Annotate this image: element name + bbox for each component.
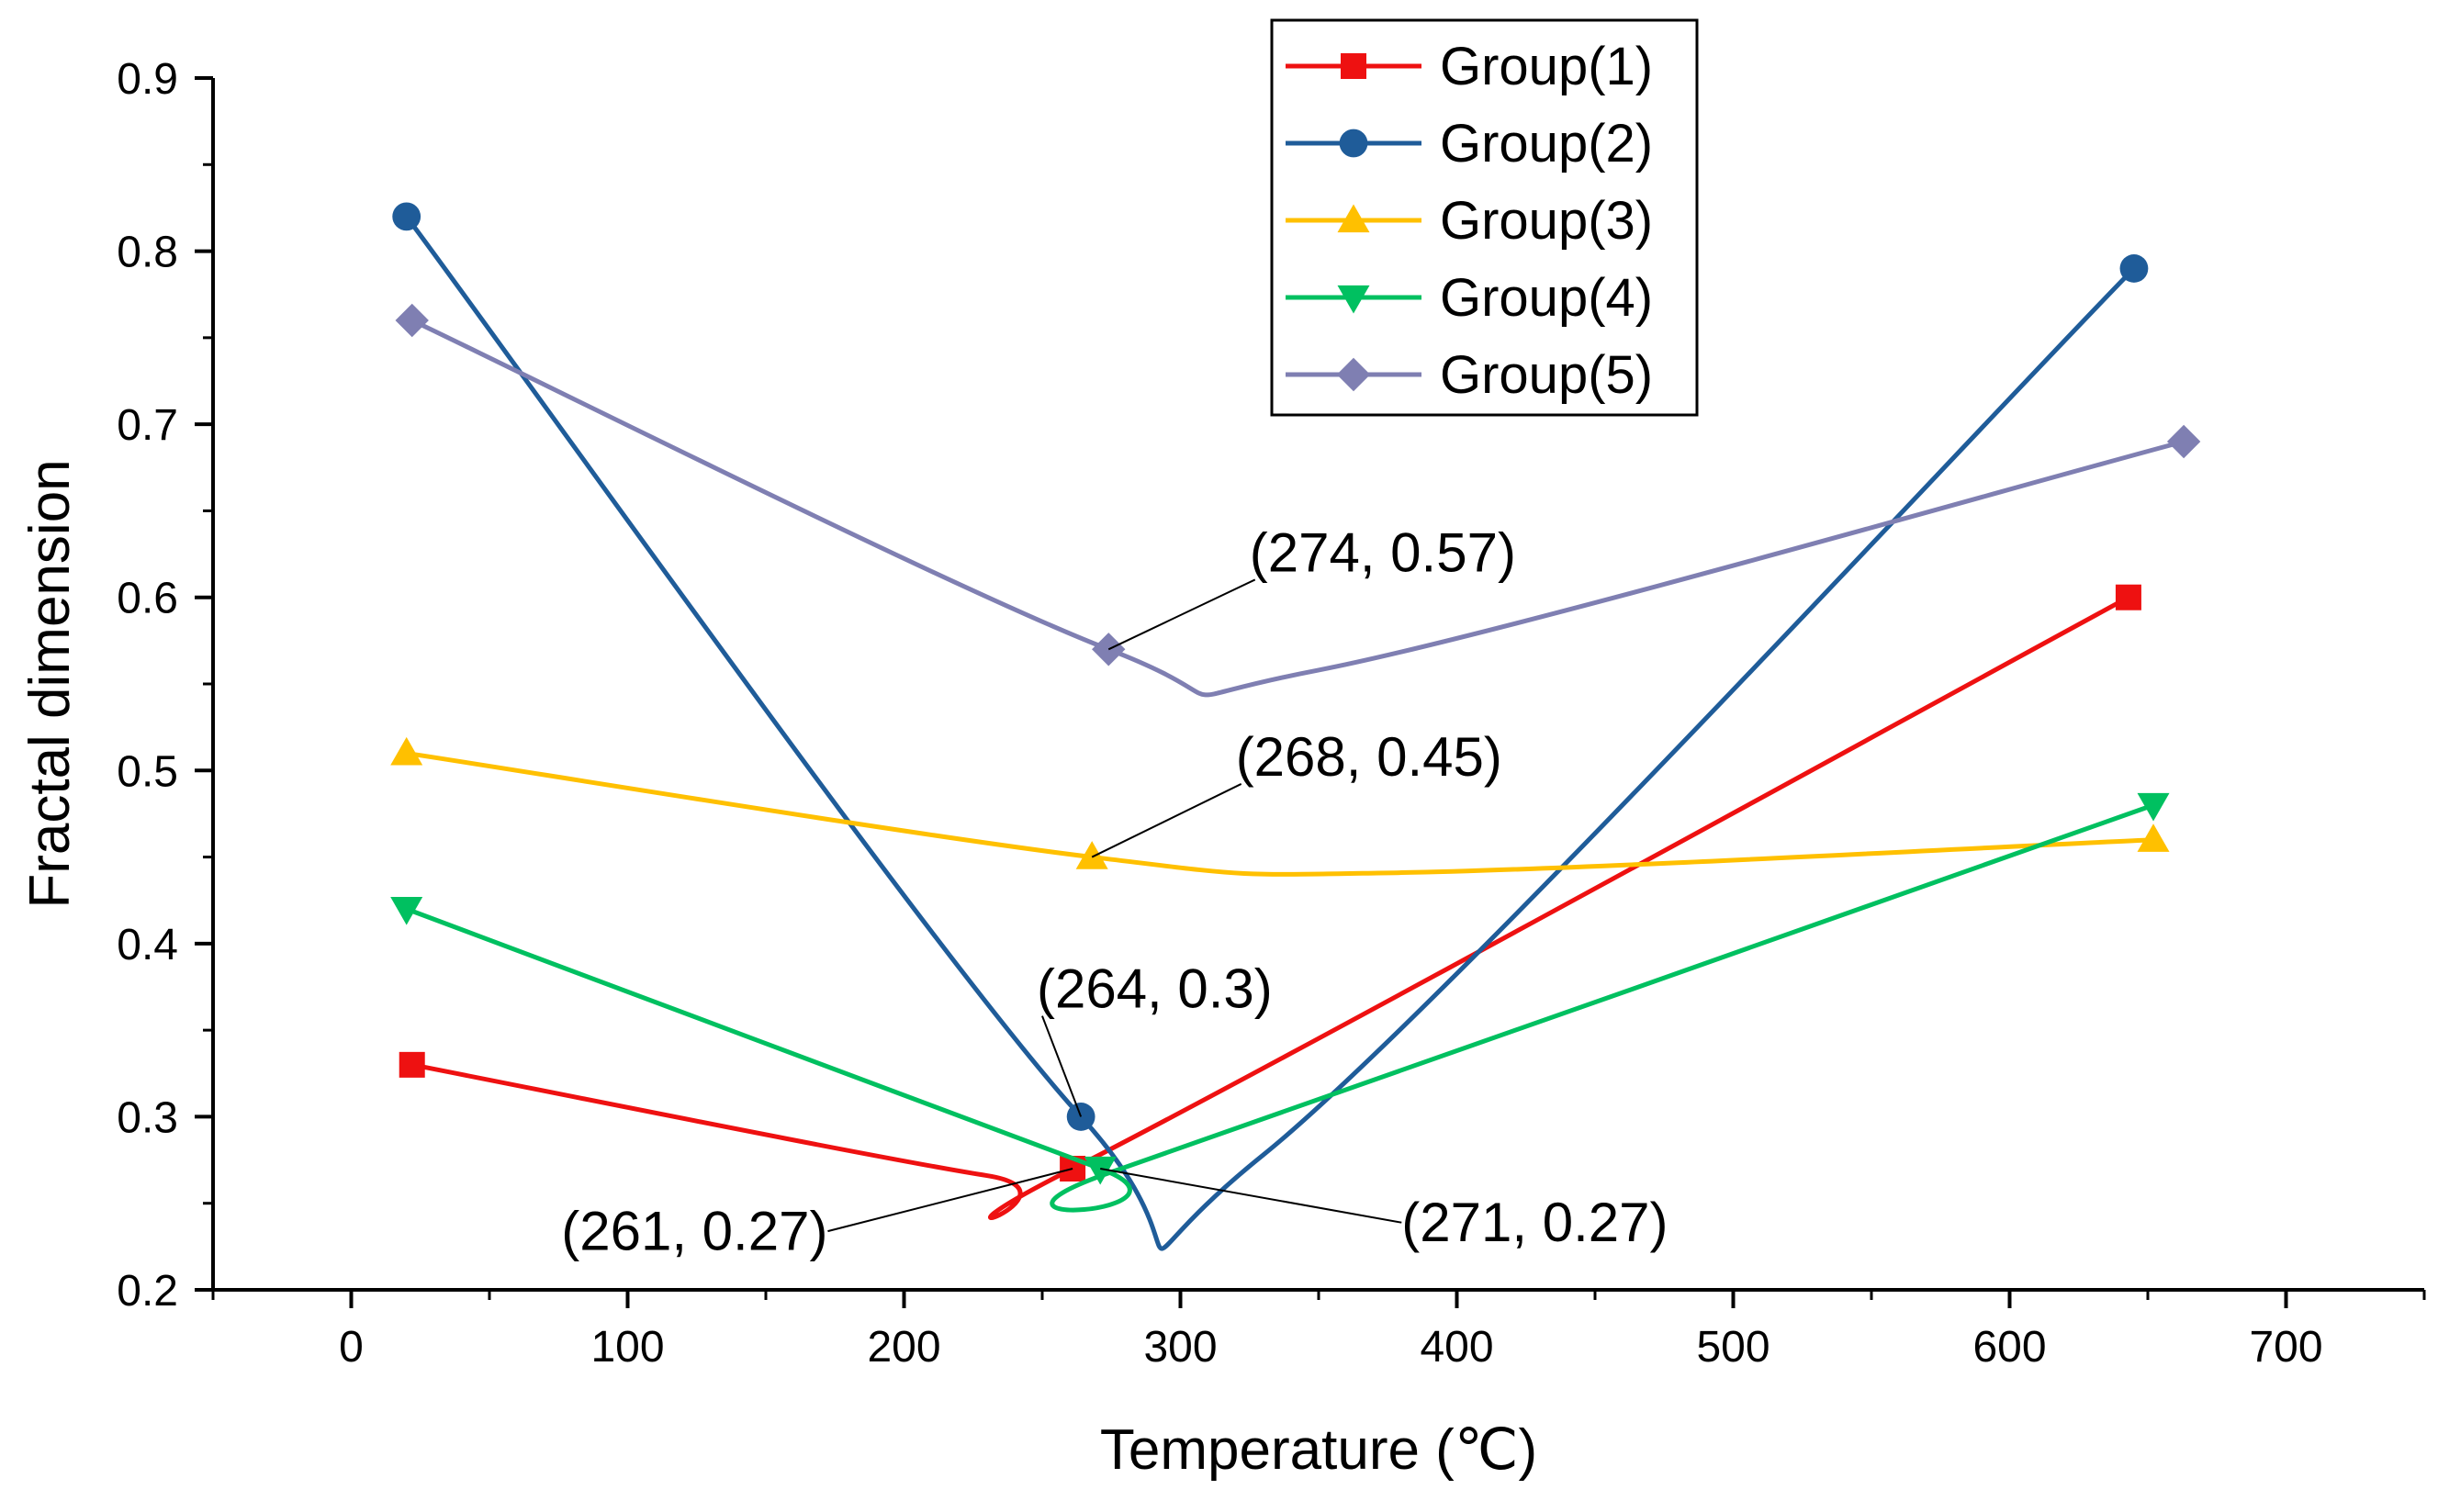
y-tick-label: 0.5 bbox=[117, 747, 178, 796]
data-point bbox=[2115, 584, 2141, 610]
annotation-leader bbox=[1091, 783, 1242, 858]
x-tick-label: 500 bbox=[1696, 1323, 1770, 1372]
legend-label: Group(5) bbox=[1440, 345, 1653, 405]
y-tick-label: 0.3 bbox=[117, 1093, 178, 1142]
x-axis-title: Temperature (℃) bbox=[1100, 1418, 1537, 1482]
legend-marker bbox=[1339, 129, 1368, 158]
data-point bbox=[399, 1051, 425, 1078]
axes: 0 100 200 300 400 500 600 700 0.20.30.40.50.60.… bbox=[117, 55, 2426, 1372]
series-line bbox=[405, 802, 2154, 1213]
x-tick-label: 200 bbox=[867, 1323, 940, 1372]
data-point bbox=[2137, 792, 2170, 822]
y-tick-label: 0.8 bbox=[117, 229, 178, 277]
legend-box bbox=[1270, 18, 1699, 417]
y-tick-label: 0.2 bbox=[117, 1267, 178, 1316]
x-tick-label: 0 bbox=[339, 1323, 364, 1372]
legend-label: Group(3) bbox=[1440, 191, 1653, 251]
annotation-layer: (274, 0.57) (268, 0.45) (264, 0.3) (261, 0.… bbox=[561, 521, 1668, 1261]
data-point bbox=[392, 202, 421, 231]
x-tick-label: 100 bbox=[590, 1323, 664, 1372]
legend-item: Group(4) bbox=[1286, 268, 1653, 328]
data-point bbox=[2166, 424, 2201, 459]
legend-marker bbox=[1341, 53, 1366, 79]
series-group-3 bbox=[390, 736, 2170, 877]
y-ticks: 0.2 0.3 0.4 0.5 0.6 0.7 0.8 0.9 bbox=[117, 55, 213, 1316]
annotation-leader bbox=[1041, 1015, 1083, 1117]
y-tick-label: 0.6 bbox=[117, 575, 178, 623]
data-point bbox=[1084, 1156, 1117, 1185]
data-point bbox=[390, 897, 423, 925]
x-tick-label: 600 bbox=[1972, 1323, 2046, 1372]
legend-label: Group(1) bbox=[1440, 37, 1653, 96]
legend-item: Group(2) bbox=[1286, 114, 1653, 174]
legend-marker bbox=[1337, 285, 1370, 314]
series-line bbox=[411, 595, 2130, 1220]
annotation-leader bbox=[1100, 1168, 1402, 1224]
x-tick-label: 700 bbox=[2249, 1323, 2322, 1372]
legend-marker bbox=[1337, 204, 1370, 233]
legend-item: Group(5) bbox=[1286, 345, 1653, 405]
legend-item: Group(1) bbox=[1286, 37, 1653, 96]
legend-label: Group(4) bbox=[1440, 268, 1653, 328]
series-layer bbox=[390, 202, 2201, 1251]
x-ticks: 0 100 200 300 400 500 600 700 bbox=[211, 1290, 2426, 1372]
legend-item: Group(3) bbox=[1286, 191, 1653, 251]
legend-entries: Group(1) Group(2) Group(3) Group(4) Group(5) bbox=[1286, 37, 1653, 405]
series-line bbox=[404, 215, 2136, 1251]
legend-marker bbox=[1336, 357, 1371, 392]
series-line bbox=[410, 318, 2185, 698]
annotation-label: (264, 0.3) bbox=[1037, 958, 1273, 1020]
x-tick-label: 400 bbox=[1420, 1323, 1493, 1372]
annotation-leader bbox=[1107, 578, 1256, 651]
y-axis-title: Fractal dimension bbox=[18, 459, 82, 908]
data-point bbox=[1075, 841, 1108, 869]
annotation-leader bbox=[827, 1168, 1073, 1233]
annotation-label: (271, 0.27) bbox=[1401, 1192, 1668, 1253]
y-tick-label: 0.9 bbox=[117, 55, 178, 104]
legend-label: Group(2) bbox=[1440, 114, 1653, 174]
data-point bbox=[390, 736, 423, 766]
x-tick-label: 300 bbox=[1143, 1323, 1217, 1372]
annotation-label: (268, 0.45) bbox=[1236, 726, 1502, 788]
y-tick-label: 0.4 bbox=[117, 921, 178, 969]
legend: Group(1) Group(2) Group(3) Group(4) Group(5) bbox=[1270, 18, 1699, 417]
annotation-label: (261, 0.27) bbox=[561, 1201, 827, 1262]
series-line bbox=[406, 750, 2154, 877]
data-point bbox=[2119, 254, 2149, 283]
y-tick-label: 0.7 bbox=[117, 401, 178, 450]
annotation-label: (274, 0.57) bbox=[1250, 521, 1516, 583]
data-point bbox=[395, 303, 429, 338]
data-point bbox=[2137, 823, 2170, 852]
series-group-4 bbox=[390, 792, 2170, 1213]
